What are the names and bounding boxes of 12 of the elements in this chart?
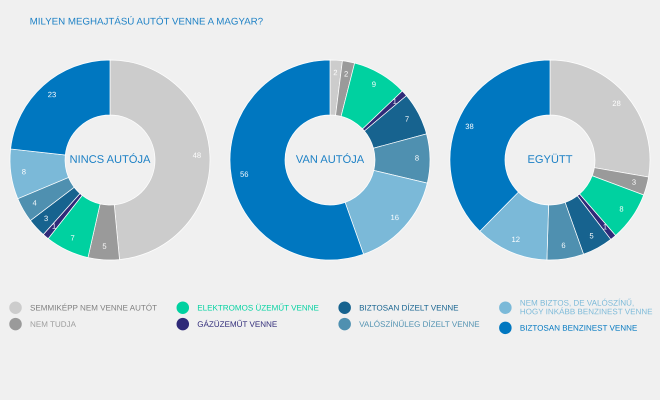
- text: NINCS AUTÓJA: [70, 153, 150, 163]
- text: VAN AUTÓJA: [296, 153, 364, 163]
- text: MILYEN MEGHAJTÁSÚ AUTÓT VENNE A MAGYAR?: [30, 16, 263, 25]
- legend-label: SEMMIKÉPP NEM VENNE AUTÓT: [30, 304, 157, 311]
- text: EGYÜTT: [528, 154, 572, 163]
- legend-label: NEM TUDJA: [30, 321, 76, 327]
- legend-label: GÁZÜZEMŰT VENNE: [198, 320, 277, 327]
- legend-label: ELEKTROMOS ÜZEMŰT VENNE: [198, 304, 319, 311]
- legend-label: NEM BIZTOS, DE VALÓSZÍNŰ, HOGY INKÁBB BENZINEST VENNE: [520, 298, 652, 314]
- legend-label: BIZTOSAN DÍZELT VENNE: [360, 304, 458, 311]
- legend-label: BIZTOSAN BENZINEST VENNE: [520, 325, 637, 331]
- legend-label: VALÓSZÍNŰLEG DÍZELT VENNE: [359, 320, 480, 327]
